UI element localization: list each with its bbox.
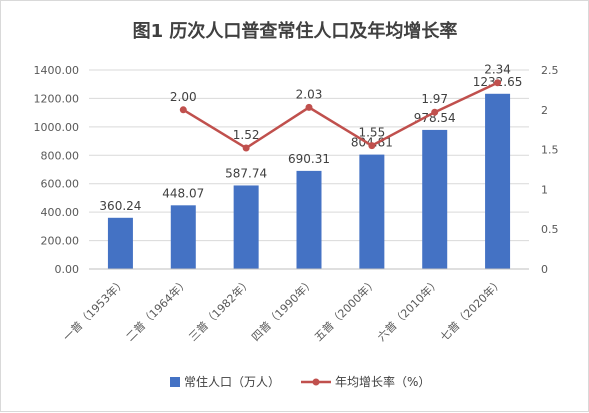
line-point	[242, 144, 250, 152]
line-value-label: 1.97	[421, 92, 448, 106]
bar	[485, 93, 511, 270]
bar-value-label: 587.74	[225, 166, 267, 180]
bar	[422, 129, 448, 269]
right-tick-label: 0.5	[541, 223, 559, 236]
x-tick-label: 五普（2000年）	[311, 275, 380, 344]
left-tick-label: 1000.00	[34, 121, 80, 134]
line-value-label: 1.52	[233, 128, 260, 142]
left-axis: 0.00 200.00 400.00 600.00 800.00 1000.00 1200.…	[34, 64, 80, 276]
left-tick-label: 0.00	[55, 263, 80, 276]
left-tick-label: 1400.00	[34, 64, 80, 77]
bar-value-label: 448.07	[162, 186, 204, 200]
x-tick-label: 六普（2010年）	[374, 275, 443, 344]
growth-line	[182, 81, 499, 150]
line-point	[431, 108, 439, 116]
right-tick-label: 0	[541, 263, 548, 276]
line-value-label: 1.55	[358, 126, 385, 140]
x-tick-label: 三普（1982年）	[186, 275, 255, 344]
line-series	[179, 79, 502, 152]
x-tick-label: 二普（1964年）	[123, 275, 192, 344]
right-tick-label: 1.5	[541, 144, 559, 157]
bar-series	[107, 93, 511, 270]
line-value-label: 2.34	[484, 63, 511, 77]
legend-bar-swatch	[170, 377, 180, 387]
line-point	[494, 79, 502, 87]
left-tick-label: 400.00	[41, 206, 80, 219]
bar-value-label: 978.54	[414, 111, 456, 125]
bar	[107, 217, 133, 269]
bar-value-label: 360.24	[99, 199, 141, 213]
bar	[359, 154, 385, 269]
bar	[233, 185, 259, 269]
legend-line-marker	[312, 378, 320, 386]
line-value-label: 2.00	[170, 90, 197, 104]
legend: 常住人口（万人） 年均增长率（%）	[170, 374, 430, 389]
left-tick-label: 200.00	[41, 235, 80, 248]
x-tick-label: 一普（1953年）	[60, 275, 129, 344]
line-point	[305, 103, 313, 111]
x-tick-label: 四普（1990年）	[249, 275, 318, 344]
left-tick-label: 800.00	[41, 149, 80, 162]
left-tick-label: 600.00	[41, 178, 80, 191]
legend-bar-label: 常住人口（万人）	[184, 375, 280, 389]
bar	[170, 205, 196, 269]
right-tick-label: 2	[541, 104, 548, 117]
bar	[296, 170, 322, 269]
legend-line-label: 年均增长率（%）	[335, 374, 430, 389]
line-data-labels: 2.00 1.52 2.03 1.55 1.97 2.34	[170, 63, 511, 142]
right-axis: 0 0.5 1 1.5 2 2.5	[541, 64, 559, 276]
right-tick-label: 1	[541, 183, 548, 196]
chart-title: 图1 历次人口普查常住人口及年均增长率	[133, 20, 458, 42]
x-tick-label: 七普（2020年）	[437, 275, 506, 344]
left-tick-label: 1200.00	[34, 92, 80, 105]
x-axis: 一普（1953年）二普（1964年）三普（1982年）四普（1990年）五普（2…	[60, 268, 529, 344]
bar-data-labels: 360.24448.07587.74690.31804.81978.541232…	[99, 75, 522, 213]
line-point	[368, 142, 376, 150]
line-value-label: 2.03	[296, 87, 323, 101]
right-tick-label: 2.5	[541, 64, 559, 77]
line-point	[179, 106, 187, 114]
bar-value-label: 690.31	[288, 152, 330, 166]
